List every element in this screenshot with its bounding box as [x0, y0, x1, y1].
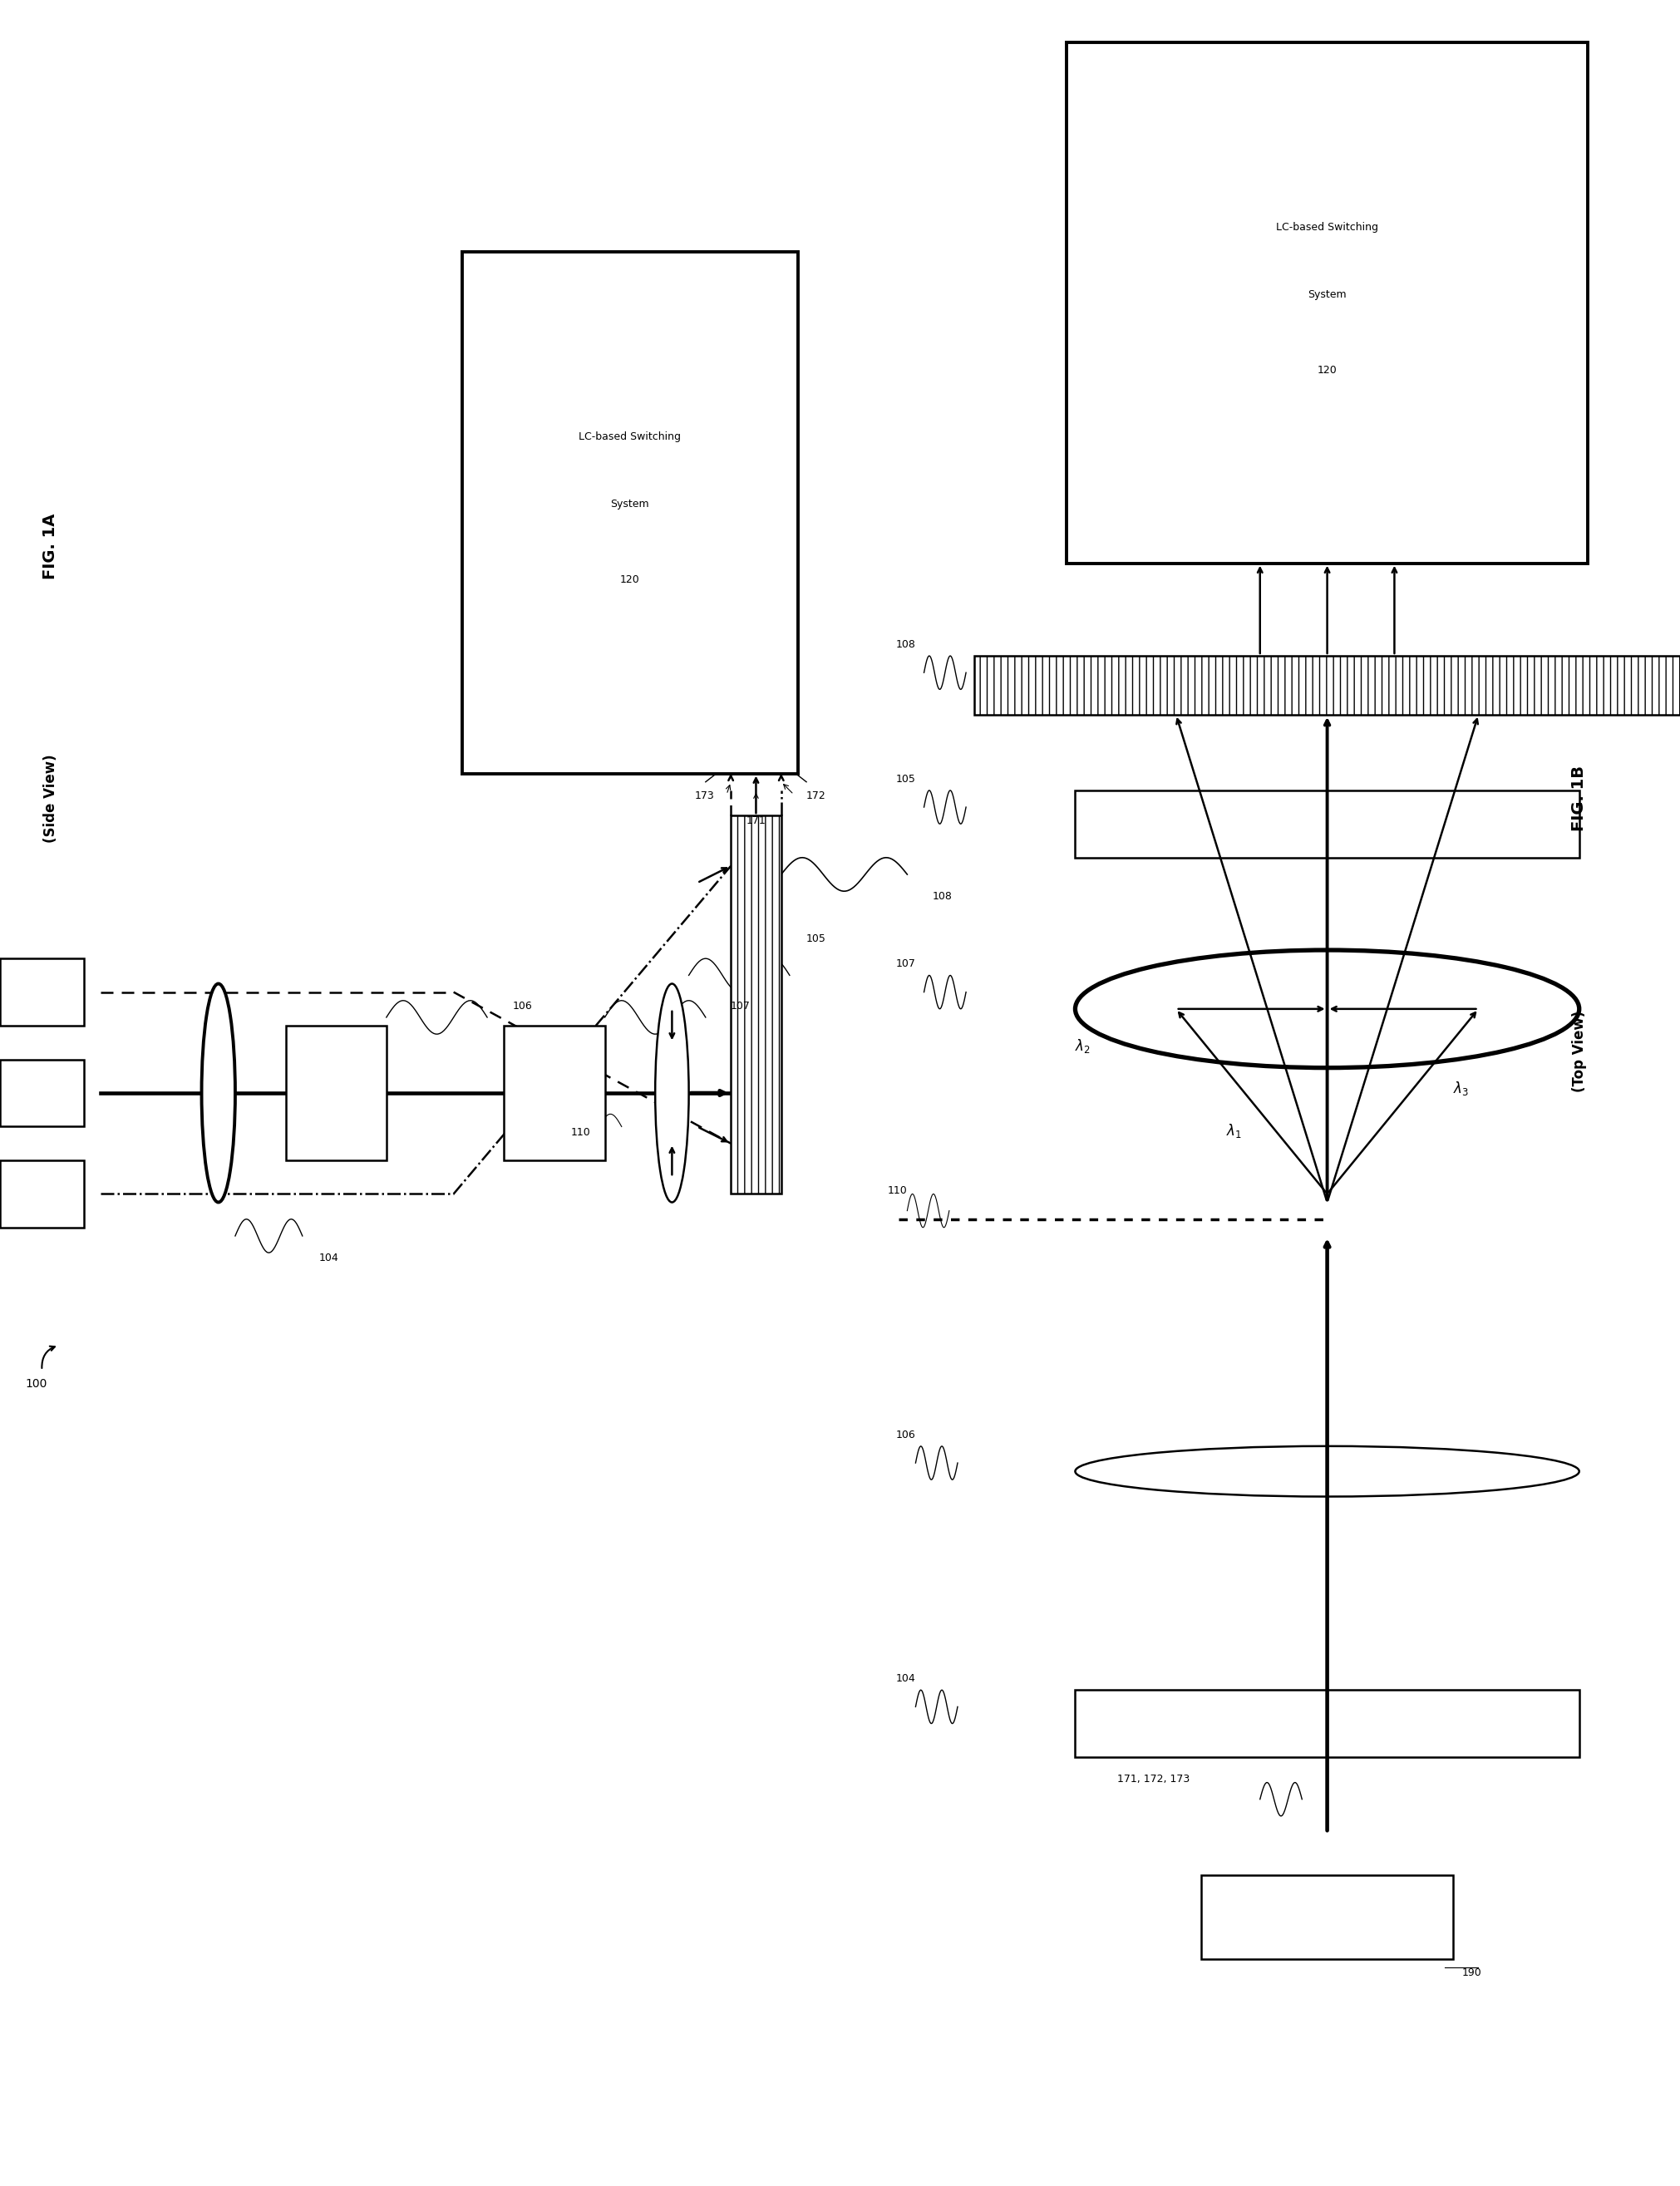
Text: System: System — [610, 498, 650, 509]
Text: 108: 108 — [895, 638, 916, 649]
Text: 172: 172 — [806, 791, 827, 802]
Bar — [462, 251, 798, 774]
Text: 105: 105 — [895, 774, 916, 785]
Ellipse shape — [1075, 1447, 1579, 1497]
Bar — [0, 1161, 84, 1229]
Text: 171, 172, 173: 171, 172, 173 — [1117, 1775, 1189, 1786]
Bar — [0, 1060, 84, 1126]
Text: 171: 171 — [746, 815, 766, 826]
Ellipse shape — [1075, 951, 1579, 1067]
Bar — [1075, 791, 1579, 857]
Text: 107: 107 — [731, 1001, 751, 1012]
Ellipse shape — [202, 984, 235, 1202]
Text: 120: 120 — [620, 575, 640, 586]
Text: 120: 120 — [1317, 365, 1337, 376]
Text: 107: 107 — [895, 960, 916, 968]
Text: 173: 173 — [694, 791, 714, 802]
Text: FIG. 1B: FIG. 1B — [1571, 765, 1588, 831]
Text: (Side View): (Side View) — [44, 754, 57, 844]
Text: 102: 102 — [32, 986, 52, 997]
Text: LC-based Switching: LC-based Switching — [580, 433, 680, 442]
Text: System: System — [1307, 289, 1347, 299]
Text: 110: 110 — [887, 1185, 907, 1196]
Bar — [504, 1025, 605, 1161]
Text: 105: 105 — [806, 933, 827, 944]
Ellipse shape — [655, 984, 689, 1202]
Text: 101, 102, 103: 101, 102, 103 — [1295, 1913, 1359, 1921]
Text: $\lambda_2$: $\lambda_2$ — [1075, 1038, 1090, 1056]
Text: 106: 106 — [895, 1430, 916, 1441]
Text: LC-based Switching: LC-based Switching — [1277, 221, 1378, 232]
Text: $\lambda_1$: $\lambda_1$ — [1226, 1121, 1242, 1139]
Bar — [731, 815, 781, 1194]
Bar — [0, 957, 84, 1025]
Bar — [286, 1025, 386, 1161]
Text: 103: 103 — [32, 1189, 52, 1200]
Text: 108: 108 — [932, 892, 953, 903]
Bar — [1201, 1876, 1453, 1959]
Text: 104: 104 — [319, 1253, 339, 1264]
Text: 110: 110 — [571, 1126, 591, 1137]
Text: FIG. 1A: FIG. 1A — [42, 514, 59, 579]
Text: 101: 101 — [32, 1089, 52, 1097]
Bar — [1067, 42, 1588, 564]
Text: 190: 190 — [1462, 1967, 1482, 1978]
Text: (Top View): (Top View) — [1572, 1010, 1586, 1091]
Bar — [1075, 1690, 1579, 1758]
Text: 104: 104 — [895, 1672, 916, 1683]
Text: 100: 100 — [25, 1377, 47, 1390]
Text: 106: 106 — [512, 1001, 533, 1012]
Bar — [974, 656, 1680, 715]
Text: $\lambda_3$: $\lambda_3$ — [1453, 1080, 1468, 1097]
